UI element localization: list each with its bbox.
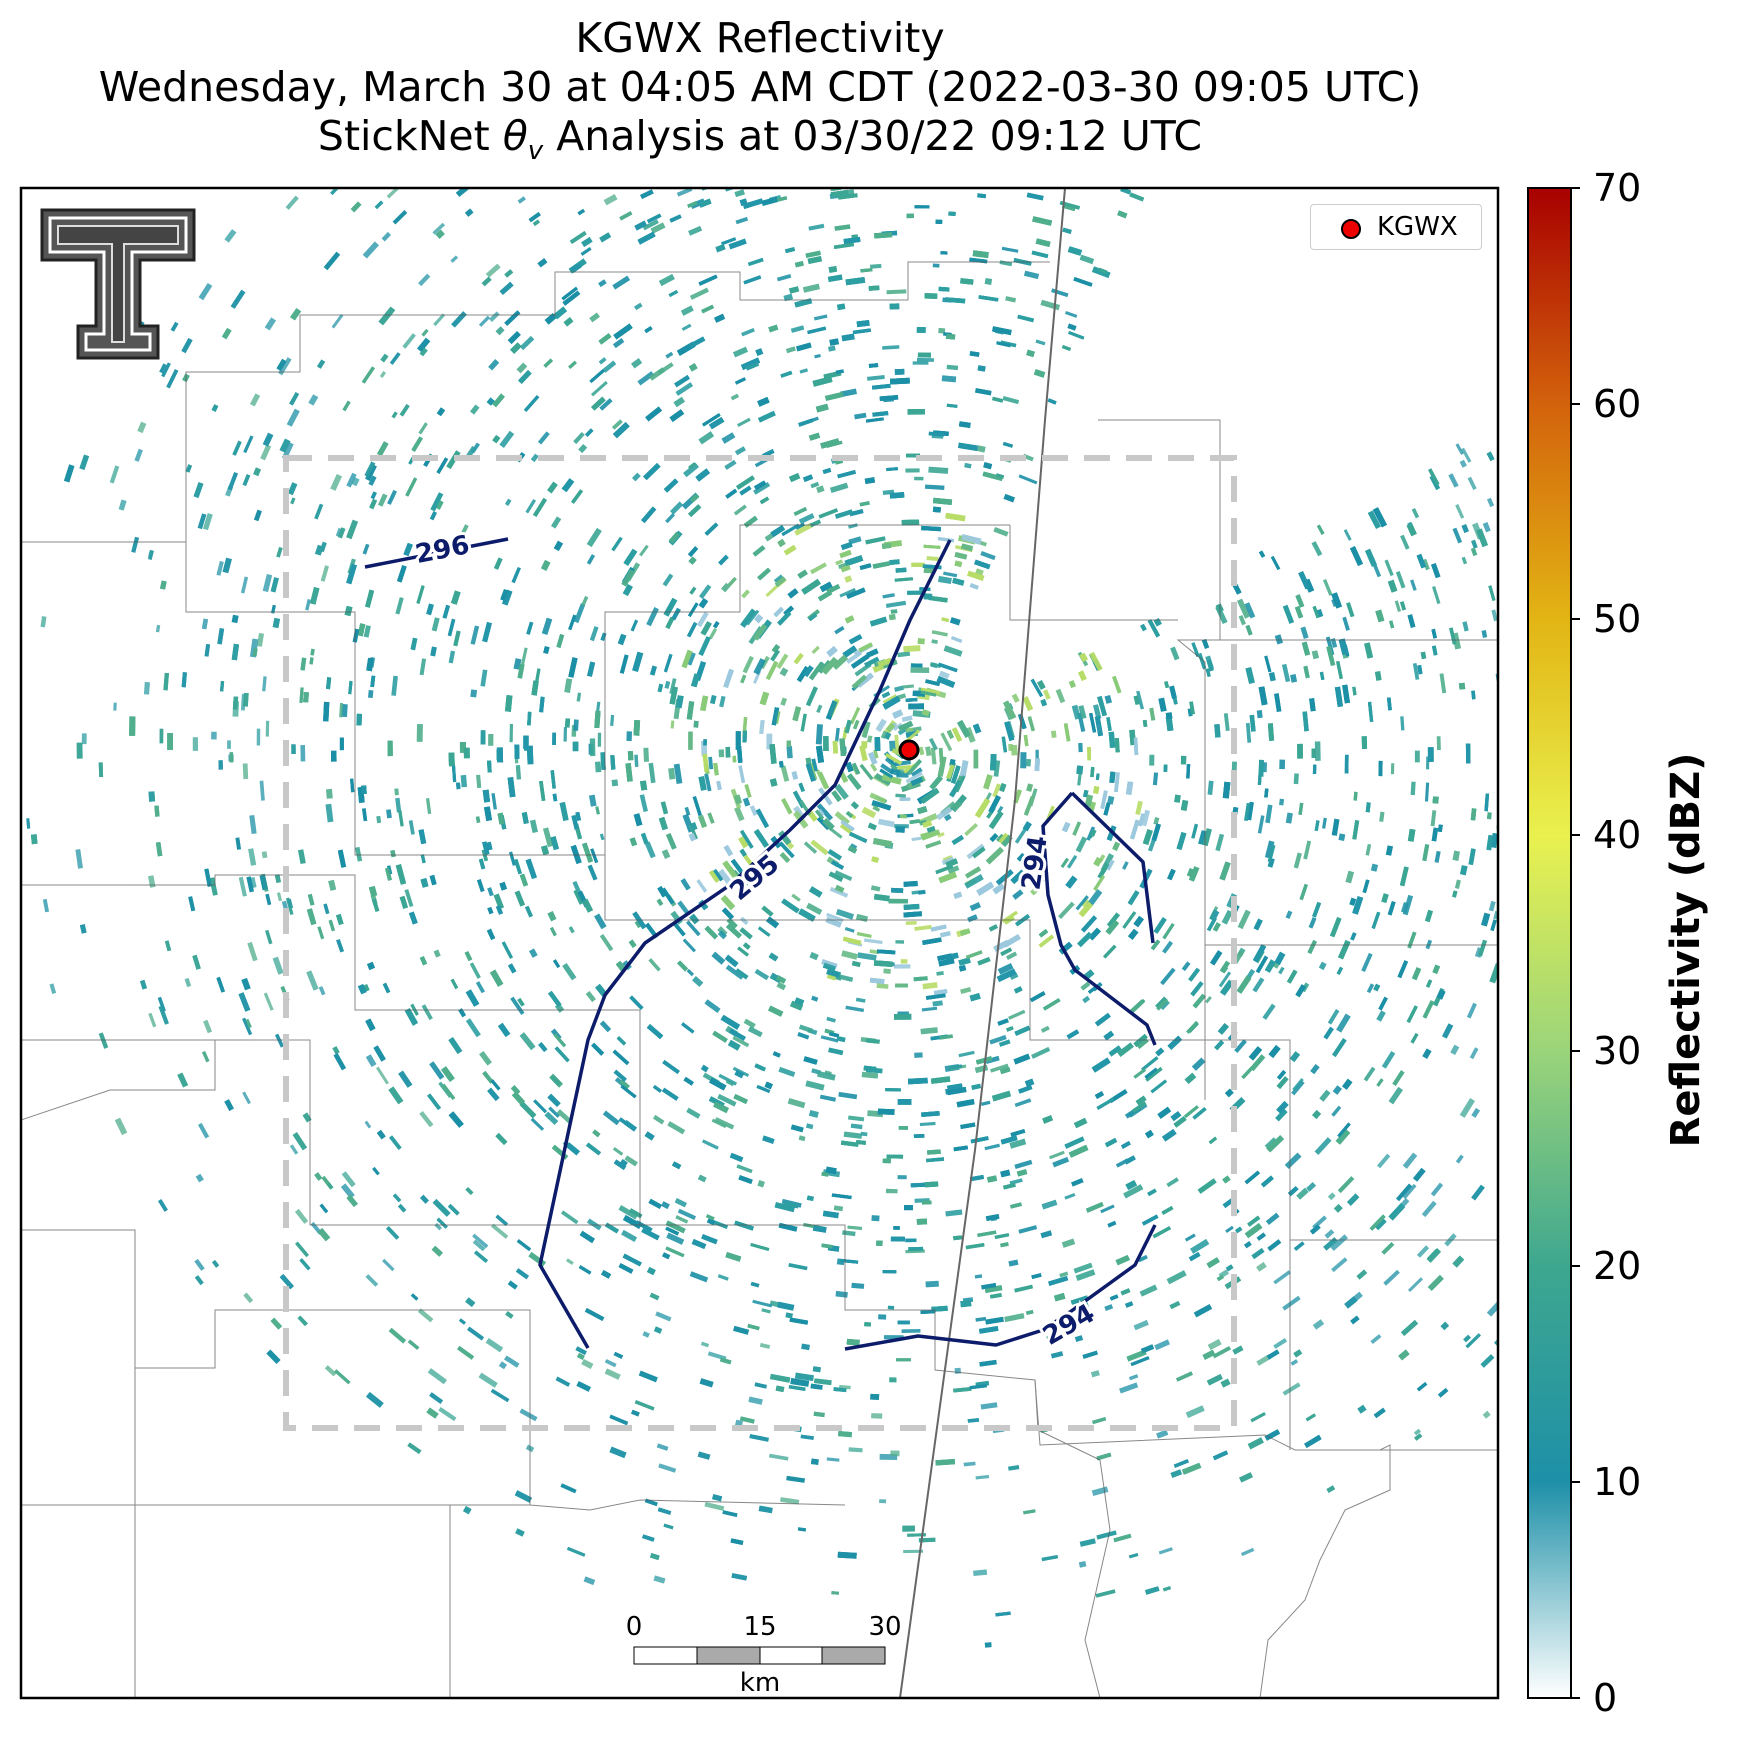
scale-bar-unit: km (739, 1668, 781, 1698)
contour-label-294-south: 294 (1038, 1299, 1100, 1352)
county-boundaries (21, 261, 1498, 1698)
colorbar-tick-60: 60 (1593, 382, 1642, 426)
radar-site-marker (898, 739, 920, 761)
colorbar-tick-0: 0 (1593, 1676, 1618, 1720)
state-boundary (899, 188, 1066, 1698)
colorbar-tick-30: 30 (1593, 1029, 1642, 1073)
contour-296-line (364, 537, 509, 569)
colorbar (1527, 187, 1572, 1699)
scale-bar (633, 1646, 886, 1665)
contour-294-south-line (844, 1224, 1157, 1351)
theta-symbol: θ (502, 112, 528, 160)
colorbar-tick-40: 40 (1593, 813, 1642, 857)
colorbar-tick-50: 50 (1593, 597, 1642, 641)
scale-bar-tick-30: 30 (868, 1612, 902, 1642)
title-line-3: StickNet θv Analysis at 03/30/22 09:12 U… (0, 112, 1520, 175)
colorbar-tick-70: 70 (1593, 166, 1642, 210)
title-line-3-prefix: StickNet (317, 112, 503, 160)
colorbar-tick-20: 20 (1593, 1244, 1642, 1288)
contour-label-296: 296 (413, 530, 472, 570)
colorbar-title: Reflectivity (dBZ) (1663, 752, 1709, 1148)
scale-bar-tick-0: 0 (625, 1612, 643, 1642)
contour-294-east-line (1070, 791, 1155, 944)
map-legend: KGWX (1310, 204, 1482, 250)
reflectivity-field (26, 188, 1498, 1648)
texas-tech-logo (40, 208, 196, 384)
scale-bar-tick-15: 15 (743, 1612, 777, 1642)
title-line-3-suffix: Analysis at 03/30/22 09:12 UTC (543, 112, 1203, 160)
legend-label: KGWX (1377, 212, 1458, 242)
contour-294-east-line-2 (1041, 791, 1157, 1046)
contour-label-295: 295 (724, 849, 785, 907)
legend-marker-icon (1341, 219, 1361, 239)
contour-295-line (538, 539, 952, 1349)
map-frame (19, 186, 1500, 1700)
contour-labels: 296 295 294 294 (410, 527, 1103, 1354)
theta-subscript: v (527, 136, 544, 167)
title-line-1: KGWX Reflectivity (575, 14, 945, 62)
title-line-2: Wednesday, March 30 at 04:05 AM CDT (202… (98, 63, 1422, 111)
theta-v-contours (364, 537, 1157, 1351)
analysis-domain-box (283, 455, 1237, 1431)
colorbar-ticks (1571, 187, 1580, 1699)
colorbar-tick-10: 10 (1593, 1460, 1642, 1504)
